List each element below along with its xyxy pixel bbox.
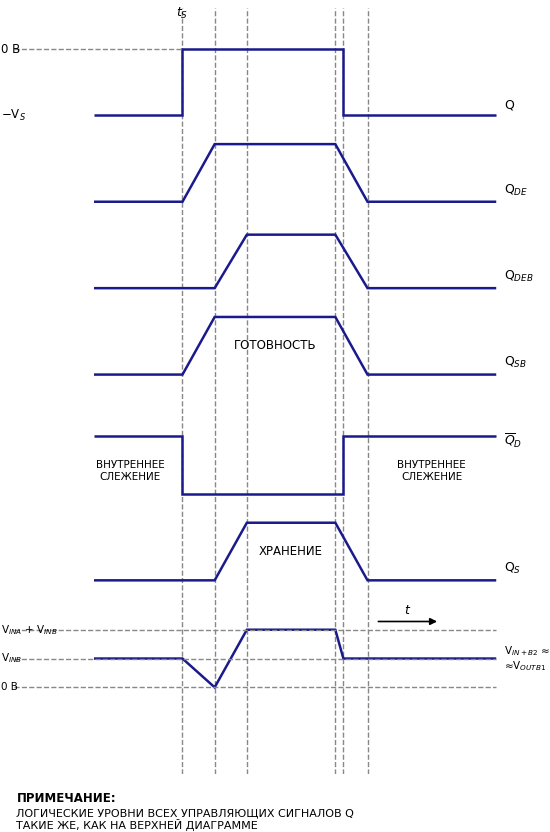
Text: ВНУТРЕННЕЕ
СЛЕЖЕНИЕ: ВНУТРЕННЕЕ СЛЕЖЕНИЕ <box>96 460 164 482</box>
Text: Q$_{SB}$: Q$_{SB}$ <box>504 355 527 370</box>
Text: ПРИМЕЧАНИЕ:: ПРИМЕЧАНИЕ: <box>16 792 116 805</box>
Text: ВНУТРЕННЕЕ
СЛЕЖЕНИЕ: ВНУТРЕННЕЕ СЛЕЖЕНИЕ <box>398 460 466 482</box>
Text: 0 В: 0 В <box>2 682 18 692</box>
Text: 0 В: 0 В <box>2 43 21 56</box>
Text: V$_{IN+B2}$ ≈
≈V$_{OUTB1}$: V$_{IN+B2}$ ≈ ≈V$_{OUTB1}$ <box>504 644 550 673</box>
Text: Q$_S$: Q$_S$ <box>504 561 521 577</box>
Text: ГОТОВНОСТЬ: ГОТОВНОСТЬ <box>234 339 316 352</box>
Text: V$_{INA}$ + V$_{INB}$: V$_{INA}$ + V$_{INB}$ <box>2 623 58 636</box>
Text: ТАКИЕ ЖЕ, КАК НА ВЕРХНЕЙ ДИАГРАММЕ: ТАКИЕ ЖЕ, КАК НА ВЕРХНЕЙ ДИАГРАММЕ <box>16 820 258 831</box>
Text: V$_{INB}$: V$_{INB}$ <box>2 651 23 666</box>
Text: Q$_{DE}$: Q$_{DE}$ <box>504 182 529 198</box>
Text: Q: Q <box>504 98 514 111</box>
Text: ЛОГИЧЕСКИЕ УРОВНИ ВСЕХ УПРАВЛЯЮЩИХ СИГНАЛОВ Q: ЛОГИЧЕСКИЕ УРОВНИ ВСЕХ УПРАВЛЯЮЩИХ СИГНА… <box>16 809 354 819</box>
Text: −V$_S$: −V$_S$ <box>2 108 26 123</box>
Text: Q$_{DEB}$: Q$_{DEB}$ <box>504 269 534 284</box>
Text: $t$: $t$ <box>404 603 411 617</box>
Text: ХРАНЕНИЕ: ХРАНЕНИЕ <box>259 545 323 558</box>
Text: $\overline{Q}_D$: $\overline{Q}_D$ <box>504 431 522 449</box>
Text: $t_S$: $t_S$ <box>177 6 189 21</box>
